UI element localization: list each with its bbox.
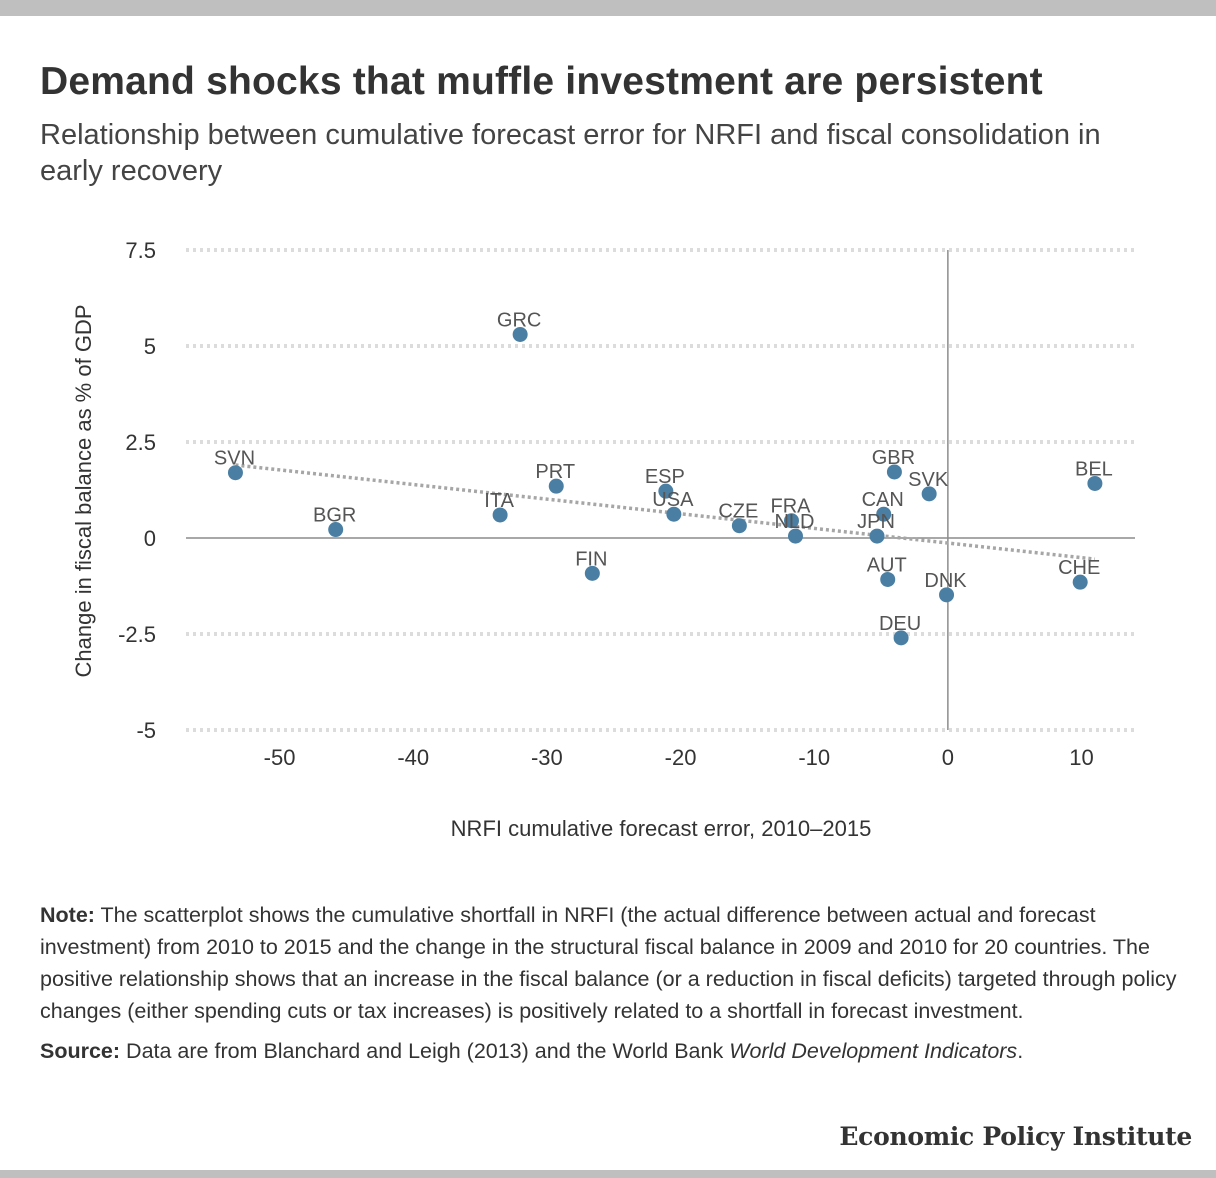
note-paragraph: Note: The scatterplot shows the cumulati… xyxy=(40,899,1180,1027)
data-point-deu xyxy=(893,630,909,646)
x-tick-label: 0 xyxy=(942,745,954,770)
point-label-usa: USA xyxy=(652,489,694,511)
y-axis-label: Change in fiscal balance as % of GDP xyxy=(71,305,96,678)
data-point-ita xyxy=(492,507,508,523)
x-tick-label: -50 xyxy=(264,745,296,770)
bottom-border xyxy=(0,1170,1216,1178)
trendline xyxy=(235,463,1096,561)
point-label-aut: AUT xyxy=(867,554,907,576)
x-tick-label: 10 xyxy=(1069,745,1093,770)
point-label-grc: GRC xyxy=(497,309,541,331)
data-point-bel xyxy=(1087,475,1103,491)
data-point-usa xyxy=(666,506,682,522)
note-text: The scatterplot shows the cumulative sho… xyxy=(40,903,1177,1023)
axis-layer: 7.5 5 2.5 0 -2.5 -5 -50 -40 -30 -20 -10 0 10 xyxy=(118,238,1135,770)
source-label: Source: xyxy=(40,1039,121,1063)
data-point-svn xyxy=(227,465,243,481)
y-tick-label: -5 xyxy=(136,718,156,743)
point-label-can: CAN xyxy=(862,489,904,511)
top-border xyxy=(0,0,1216,16)
data-point-prt xyxy=(548,478,564,494)
y-tick-label: -2.5 xyxy=(118,622,156,647)
chart-title: Demand shocks that muffle investment are… xyxy=(40,60,1043,103)
points-layer xyxy=(227,326,1103,646)
source-text-before: Data are from Blanchard and Leigh (2013)… xyxy=(120,1039,730,1063)
data-point-che xyxy=(1072,574,1088,590)
trendline-layer xyxy=(235,463,1096,561)
point-label-deu: DEU xyxy=(879,613,921,635)
source-text-after: . xyxy=(1017,1039,1024,1063)
point-label-esp: ESP xyxy=(645,466,685,488)
chart-subtitle: Relationship between cumulative forecast… xyxy=(40,119,1101,187)
data-point-esp xyxy=(658,483,674,499)
point-label-svn: SVN xyxy=(214,448,255,470)
y-tick-label: 2.5 xyxy=(125,430,156,455)
y-tick-label: 7.5 xyxy=(125,238,156,263)
data-point-cze xyxy=(731,518,747,534)
y-tick-label: 0 xyxy=(144,526,156,551)
x-tick-label: -40 xyxy=(397,745,429,770)
x-axis-label: NRFI cumulative forecast error, 2010–201… xyxy=(451,816,872,841)
x-tick-label: -10 xyxy=(798,745,830,770)
point-label-jpn: JPN xyxy=(857,511,895,533)
point-label-bgr: BGR xyxy=(313,505,356,527)
data-point-bgr xyxy=(328,522,344,538)
note-label: Note: xyxy=(40,903,95,927)
notes-block: Note: The scatterplot shows the cumulati… xyxy=(40,899,1180,1067)
point-label-svk: SVK xyxy=(908,469,949,491)
point-label-fin: FIN xyxy=(575,548,607,570)
data-point-grc xyxy=(512,326,528,342)
data-point-fin xyxy=(584,565,600,581)
point-label-gbr: GBR xyxy=(872,447,915,469)
data-point-aut xyxy=(880,571,896,587)
brand-logo-text: Economic Policy Institute xyxy=(839,1122,1192,1151)
point-label-nld: NLD xyxy=(774,511,814,533)
data-point-can xyxy=(876,506,892,522)
y-tick-label: 5 xyxy=(144,334,156,359)
data-point-jpn xyxy=(869,528,885,544)
data-point-svk xyxy=(921,486,937,502)
point-label-prt: PRT xyxy=(535,461,575,483)
point-label-che: CHE xyxy=(1058,557,1100,579)
data-point-fra xyxy=(783,513,799,529)
point-label-ita: ITA xyxy=(484,490,514,512)
point-label-fra: FRA xyxy=(770,496,811,518)
data-point-dnk xyxy=(939,587,955,603)
source-italic: World Development Indicators xyxy=(729,1039,1018,1063)
x-tick-label: -30 xyxy=(531,745,563,770)
point-label-dnk: DNK xyxy=(924,570,967,592)
scatter-chart: 7.5 5 2.5 0 -2.5 -5 -50 -40 -30 -20 -10 0 10 SVN BGR G… xyxy=(71,238,1135,841)
point-label-cze: CZE xyxy=(718,501,758,523)
point-label-bel: BEL xyxy=(1075,458,1113,480)
source-paragraph: Source: Data are from Blanchard and Leig… xyxy=(40,1035,1180,1067)
data-point-nld xyxy=(787,528,803,544)
data-point-gbr xyxy=(886,464,902,480)
x-tick-label: -20 xyxy=(665,745,697,770)
